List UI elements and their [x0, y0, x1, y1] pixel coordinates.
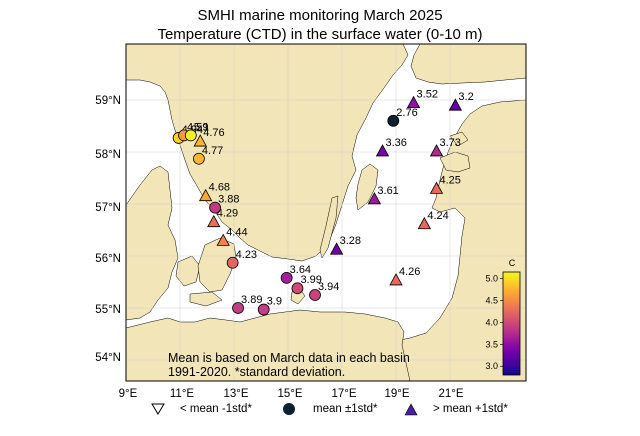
- above-mean-triangle-icon: [404, 403, 418, 416]
- station-value-label: 3.28: [340, 235, 361, 247]
- station-value-label: 3.64: [290, 264, 311, 276]
- station-value-label: 3.36: [386, 137, 407, 149]
- station-value-label: 4.44: [226, 226, 247, 238]
- lon-label: 13°E: [223, 388, 248, 400]
- station-marker-above-mean: [429, 144, 444, 157]
- station-value-label: 4.68: [209, 182, 230, 194]
- station-marker-above-mean: [193, 134, 207, 147]
- station-marker-above-mean: [329, 242, 344, 255]
- station-value-label: 3.61: [377, 185, 398, 197]
- station-value-label: 4.29: [217, 208, 238, 220]
- station-value-label: 3.9: [267, 296, 282, 308]
- land-jutland: [126, 165, 179, 321]
- colorbar-ticks: 5.0 4.5 4.0 3.5 3.0: [485, 274, 503, 371]
- lat-label: 54°N: [95, 352, 121, 364]
- land-zealand: [197, 237, 237, 293]
- land-poland-germany: [126, 309, 411, 381]
- station-marker-mean: [280, 271, 293, 284]
- station-value-label: 4.26: [399, 266, 420, 278]
- station-value-label: 3.88: [218, 194, 239, 206]
- colorbar-tick-label: 5.0: [485, 274, 498, 284]
- map-title: SMHI marine monitoring March 2025: [197, 7, 443, 24]
- mean-dot-icon: [283, 403, 295, 415]
- land-lolland: [189, 291, 223, 307]
- station-value-label: 4.25: [440, 174, 461, 186]
- colorbar: [502, 271, 521, 376]
- station-value-label: 3.99: [300, 274, 321, 286]
- legend-mean-label: mean ±1std*: [313, 403, 378, 415]
- land-gotland: [355, 163, 379, 211]
- station-value-label: 2.76: [396, 107, 417, 119]
- station-value-label: 4.24: [427, 210, 448, 222]
- station-marker-mean: [291, 282, 304, 295]
- station-value-label: 4.77: [202, 145, 223, 157]
- legend-below-label: < mean -1std*: [180, 403, 252, 415]
- station-marker-above-mean: [389, 273, 403, 286]
- map-frame: [125, 43, 527, 382]
- below-mean-triangle-icon: [151, 403, 165, 415]
- station-marker-above-mean: [198, 188, 213, 202]
- station-value-label: 4.23: [236, 249, 257, 261]
- colorbar-tick-label: 4.0: [485, 317, 498, 327]
- lon-label: 19°E: [384, 388, 409, 400]
- station-marker-mean: [309, 289, 321, 301]
- station-value-label: 3.73: [440, 137, 461, 149]
- map-subtitle: Temperature (CTD) in the surface water (…: [157, 26, 483, 43]
- land-oland: [319, 195, 339, 259]
- station-marker-above-mean: [216, 233, 230, 246]
- colorbar-tick-label: 3.5: [485, 339, 498, 349]
- land-sweden: [126, 44, 409, 262]
- lon-label: 21°E: [438, 388, 463, 400]
- footnote-line-1: Mean is based on March data in each basi…: [168, 351, 410, 365]
- station-layer: 4.944.595.14.764.774.683.884.294.444.233…: [172, 89, 474, 316]
- legend-above-label: > mean +1std*: [433, 403, 508, 415]
- lon-label: 11°E: [170, 388, 195, 400]
- graticule: [126, 44, 526, 381]
- lon-label: 9°E: [119, 388, 138, 400]
- station-marker-above-mean: [207, 214, 221, 228]
- station-marker-above-mean: [448, 98, 463, 111]
- station-marker-mean: [209, 201, 222, 214]
- colorbar-unit-label: C: [509, 258, 516, 268]
- lat-label: 57°N: [95, 202, 121, 214]
- station-marker-mean: [226, 256, 239, 269]
- station-value-label: 4.76: [203, 127, 224, 139]
- land-hiiumaa: [449, 131, 469, 147]
- station-marker-mean: [192, 152, 205, 165]
- station-value-label: 3.94: [318, 281, 339, 293]
- station-value-label: 3.89: [241, 294, 262, 306]
- lat-label: 59°N: [95, 95, 121, 107]
- station-marker-above-mean: [367, 191, 382, 205]
- land-finland: [410, 44, 526, 85]
- lat-label: 58°N: [95, 149, 121, 161]
- lon-label: 15°E: [277, 388, 302, 400]
- station-marker-mean: [232, 302, 244, 314]
- station-marker-above-mean: [406, 95, 421, 108]
- lat-label: 56°N: [95, 253, 121, 265]
- station-marker-above-mean: [417, 216, 432, 230]
- lon-label: 17°E: [331, 388, 356, 400]
- station-marker-above-mean: [375, 144, 390, 157]
- colorbar-tick-label: 3.0: [485, 361, 498, 371]
- station-marker-mean: [257, 303, 270, 316]
- lat-label: 55°N: [95, 304, 121, 316]
- footnote-line-2: 1991-2020. *standard deviation.: [168, 365, 346, 379]
- station-marker-mean: [184, 129, 197, 142]
- station-value-label: 3.2: [458, 91, 473, 103]
- station-marker-above-mean: [429, 181, 444, 194]
- station-marker-mean: [387, 114, 400, 127]
- colorbar-tick-label: 4.5: [485, 295, 498, 305]
- station-value-label: 3.52: [417, 89, 438, 101]
- station-value-label: 5.1: [194, 121, 209, 133]
